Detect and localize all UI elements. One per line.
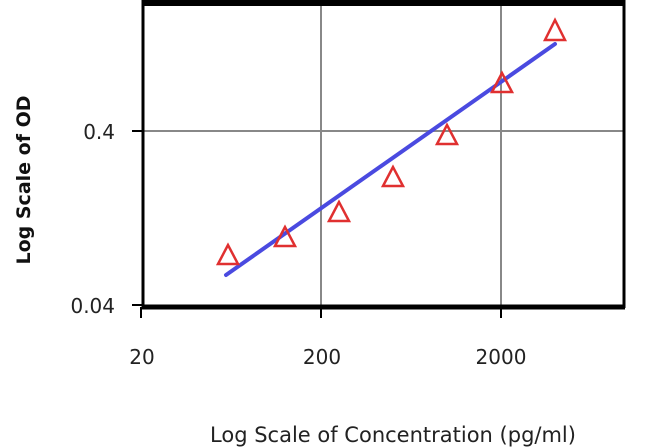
data-point (380, 164, 406, 188)
x-tick-label: 200 (303, 345, 341, 369)
x-tick-label: 20 (129, 345, 154, 369)
data-point (272, 224, 298, 248)
data-point (215, 242, 241, 266)
y-tick-label: 0.04 (70, 294, 115, 318)
y-tick-label: 0.4 (83, 120, 115, 144)
data-points (215, 17, 568, 266)
y-axis-label: Log Scale of OD (13, 95, 35, 264)
data-point (434, 122, 460, 146)
x-axis-label: Log Scale of Concentration (pg/ml) (210, 423, 576, 447)
plot-area (132, 0, 626, 318)
data-point (542, 17, 568, 42)
data-point (489, 70, 515, 94)
data-point (326, 199, 352, 223)
x-tick-label: 2000 (476, 345, 527, 369)
